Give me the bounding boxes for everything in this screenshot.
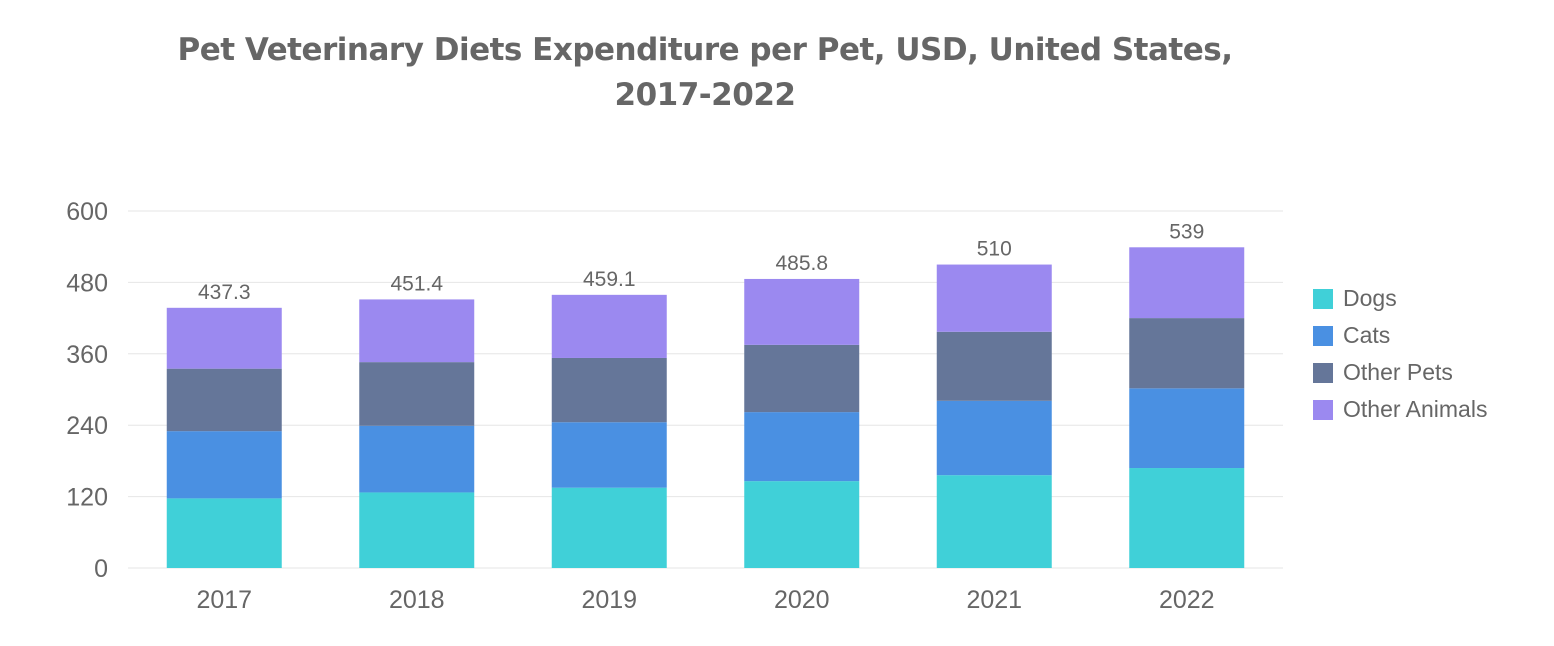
legend-item-other-pets[interactable]: Other Pets bbox=[1313, 354, 1487, 391]
legend-label-other-animals: Other Animals bbox=[1343, 396, 1488, 422]
bar-other-pets-2022 bbox=[1129, 318, 1245, 389]
bar-dogs-2017 bbox=[166, 498, 282, 568]
y-tick-label: 360 bbox=[66, 341, 108, 369]
bar-other-pets-2021 bbox=[936, 331, 1052, 401]
legend-label-other-pets: Other Pets bbox=[1343, 359, 1453, 385]
bar-other-animals-2017 bbox=[166, 307, 282, 369]
x-tick-label: 2017 bbox=[196, 586, 252, 614]
chart-title: Pet Veterinary Diets Expenditure per Pet… bbox=[0, 28, 1410, 118]
bar-other-animals-2022 bbox=[1129, 247, 1245, 319]
bar-other-pets-2019 bbox=[551, 357, 667, 423]
x-tick-label: 2019 bbox=[581, 586, 637, 614]
total-label: 437.3 bbox=[198, 281, 251, 304]
y-axis: 0 120 240 360 480 600 bbox=[66, 198, 108, 583]
legend-label-cats: Cats bbox=[1343, 322, 1391, 348]
bar-dogs-2018 bbox=[359, 492, 475, 568]
bar-cats-2022 bbox=[1129, 388, 1245, 469]
bar-dogs-2021 bbox=[936, 475, 1052, 568]
legend-swatch-other-pets bbox=[1313, 362, 1333, 383]
legend-swatch-dogs bbox=[1313, 288, 1333, 309]
legend-item-other-animals[interactable]: Other Animals bbox=[1313, 391, 1487, 428]
x-tick-label: 2021 bbox=[966, 586, 1022, 614]
x-tick-label: 2022 bbox=[1159, 586, 1215, 614]
bar-other-animals-2021 bbox=[936, 264, 1052, 332]
bar-cats-2017 bbox=[166, 431, 282, 499]
x-tick-label: 2018 bbox=[389, 586, 445, 614]
legend-item-dogs[interactable]: Dogs bbox=[1313, 280, 1487, 317]
y-tick-label: 600 bbox=[66, 198, 108, 226]
total-label: 459.1 bbox=[583, 268, 636, 291]
legend: Dogs Cats Other Pets Other Animals bbox=[1313, 280, 1487, 428]
total-label: 451.4 bbox=[390, 272, 443, 295]
y-tick-label: 120 bbox=[66, 484, 108, 512]
bar-other-pets-2017 bbox=[166, 368, 282, 432]
gridlines bbox=[128, 210, 1283, 569]
total-label: 485.8 bbox=[775, 252, 828, 275]
y-tick-label: 0 bbox=[94, 555, 108, 583]
legend-swatch-cats bbox=[1313, 325, 1333, 346]
bar-cats-2020 bbox=[744, 412, 860, 482]
bar-other-pets-2020 bbox=[744, 344, 860, 413]
bar-other-animals-2019 bbox=[551, 294, 667, 358]
legend-label-dogs: Dogs bbox=[1343, 285, 1397, 311]
chart-title-line-2: 2017-2022 bbox=[614, 77, 796, 113]
x-tick-label: 2020 bbox=[774, 586, 830, 614]
bar-cats-2018 bbox=[359, 425, 475, 493]
y-tick-label: 240 bbox=[66, 412, 108, 440]
total-labels: 437.3 451.4 459.1 485.8 510 539 bbox=[198, 220, 1204, 304]
legend-item-cats[interactable]: Cats bbox=[1313, 317, 1487, 354]
legend-swatch-other-animals bbox=[1313, 399, 1333, 420]
total-label: 510 bbox=[977, 238, 1012, 261]
x-axis: 2017 2018 2019 2020 2021 2022 bbox=[196, 586, 1214, 614]
bar-dogs-2022 bbox=[1129, 468, 1245, 568]
y-tick-label: 480 bbox=[66, 269, 108, 297]
chart-title-line-1: Pet Veterinary Diets Expenditure per Pet… bbox=[177, 32, 1233, 68]
bar-cats-2021 bbox=[936, 400, 1052, 476]
total-label: 539 bbox=[1169, 220, 1204, 243]
bar-other-animals-2020 bbox=[744, 278, 860, 345]
bar-other-animals-2018 bbox=[359, 299, 475, 363]
bar-cats-2019 bbox=[551, 422, 667, 488]
bar-dogs-2020 bbox=[744, 481, 860, 568]
bar-dogs-2019 bbox=[551, 487, 667, 568]
bars bbox=[166, 247, 1245, 568]
bar-other-pets-2018 bbox=[359, 362, 475, 426]
